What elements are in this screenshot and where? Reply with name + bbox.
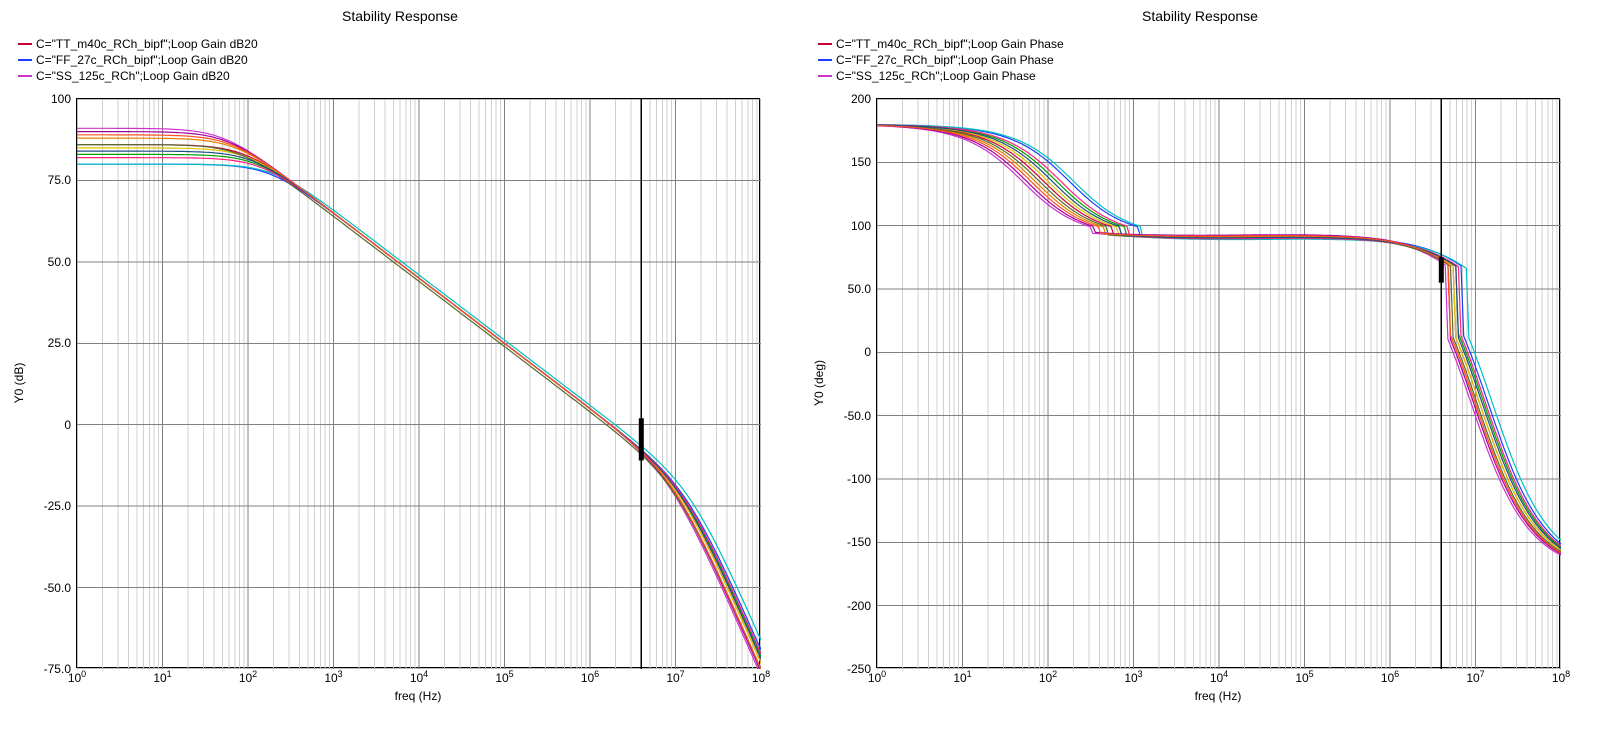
legend-label: C="FF_27c_RCh_bipf";Loop Gain dB20: [36, 53, 248, 67]
y-tick-label: -150: [847, 535, 877, 549]
x-tick-label: 104: [410, 667, 428, 685]
legend-label: C="TT_m40c_RCh_bipf";Loop Gain Phase: [836, 37, 1064, 51]
chart-title-phase: Stability Response: [800, 8, 1600, 24]
legend-item: C="SS_125c_RCh";Loop Gain Phase: [818, 68, 1064, 84]
y-tick-label: -75.0: [44, 662, 77, 676]
legend-label: C="SS_125c_RCh";Loop Gain dB20: [36, 69, 230, 83]
legend-swatch-icon: [18, 75, 32, 77]
x-tick-label: 105: [495, 667, 513, 685]
y-tick-label: 200: [851, 92, 877, 106]
legend-label: C="TT_m40c_RCh_bipf";Loop Gain dB20: [36, 37, 258, 51]
panel-gain: Stability Response C="TT_m40c_RCh_bipf";…: [0, 0, 800, 747]
legend-swatch-icon: [818, 75, 832, 77]
x-tick-label: 108: [1552, 667, 1570, 685]
legend-label: C="FF_27c_RCh_bipf";Loop Gain Phase: [836, 53, 1054, 67]
y-tick-label: 25.0: [48, 336, 77, 350]
legend-item: C="FF_27c_RCh_bipf";Loop Gain dB20: [18, 52, 258, 68]
legend-swatch-icon: [18, 59, 32, 61]
legend-swatch-icon: [818, 59, 832, 61]
legend-item: C="FF_27c_RCh_bipf";Loop Gain Phase: [818, 52, 1064, 68]
y-tick-label: -50.0: [44, 581, 77, 595]
legend-item: C="SS_125c_RCh";Loop Gain dB20: [18, 68, 258, 84]
y-tick-label: -200: [847, 599, 877, 613]
x-tick-label: 101: [153, 667, 171, 685]
x-tick-label: 107: [1466, 667, 1484, 685]
y-axis-label-phase: Y0 (deg): [812, 360, 826, 406]
legend-swatch-icon: [818, 43, 832, 45]
x-tick-label: 108: [752, 667, 770, 685]
x-tick-label: 106: [581, 667, 599, 685]
y-tick-label: -25.0: [44, 499, 77, 513]
panel-phase: Stability Response C="TT_m40c_RCh_bipf";…: [800, 0, 1600, 747]
x-tick-label: 103: [1124, 667, 1142, 685]
y-tick-label: -50.0: [844, 409, 877, 423]
y-tick-label: 0: [64, 418, 77, 432]
plot-svg: [877, 99, 1561, 669]
y-axis-label-gain: Y0 (dB): [12, 363, 26, 404]
y-tick-label: 50.0: [848, 282, 877, 296]
x-tick-label: 101: [953, 667, 971, 685]
legend-item: C="TT_m40c_RCh_bipf";Loop Gain dB20: [18, 36, 258, 52]
y-tick-label: 0: [864, 345, 877, 359]
x-tick-label: 102: [239, 667, 257, 685]
y-tick-label: 100: [51, 92, 77, 106]
x-tick-label: 102: [1039, 667, 1057, 685]
plot-area-phase[interactable]: Y0 (deg) freq (Hz) 100101102103104105106…: [876, 98, 1560, 668]
y-tick-label: 50.0: [48, 255, 77, 269]
x-tick-label: 106: [1381, 667, 1399, 685]
legend-label: C="SS_125c_RCh";Loop Gain Phase: [836, 69, 1036, 83]
x-tick-label: 107: [666, 667, 684, 685]
y-tick-label: 100: [851, 219, 877, 233]
page-root: Stability Response C="TT_m40c_RCh_bipf";…: [0, 0, 1600, 747]
legend-item: C="TT_m40c_RCh_bipf";Loop Gain Phase: [818, 36, 1064, 52]
plot-svg: [77, 99, 761, 669]
legend-phase: C="TT_m40c_RCh_bipf";Loop Gain Phase C="…: [818, 36, 1064, 84]
x-tick-label: 105: [1295, 667, 1313, 685]
chart-title-gain: Stability Response: [0, 8, 800, 24]
x-tick-label: 103: [324, 667, 342, 685]
y-tick-label: -250: [847, 662, 877, 676]
legend-swatch-icon: [18, 43, 32, 45]
y-tick-label: -100: [847, 472, 877, 486]
legend-gain: C="TT_m40c_RCh_bipf";Loop Gain dB20 C="F…: [18, 36, 258, 84]
y-tick-label: 150: [851, 155, 877, 169]
y-tick-label: 75.0: [48, 173, 77, 187]
x-tick-label: 104: [1210, 667, 1228, 685]
plot-area-gain[interactable]: Y0 (dB) freq (Hz) 1001011021031041051061…: [76, 98, 760, 668]
